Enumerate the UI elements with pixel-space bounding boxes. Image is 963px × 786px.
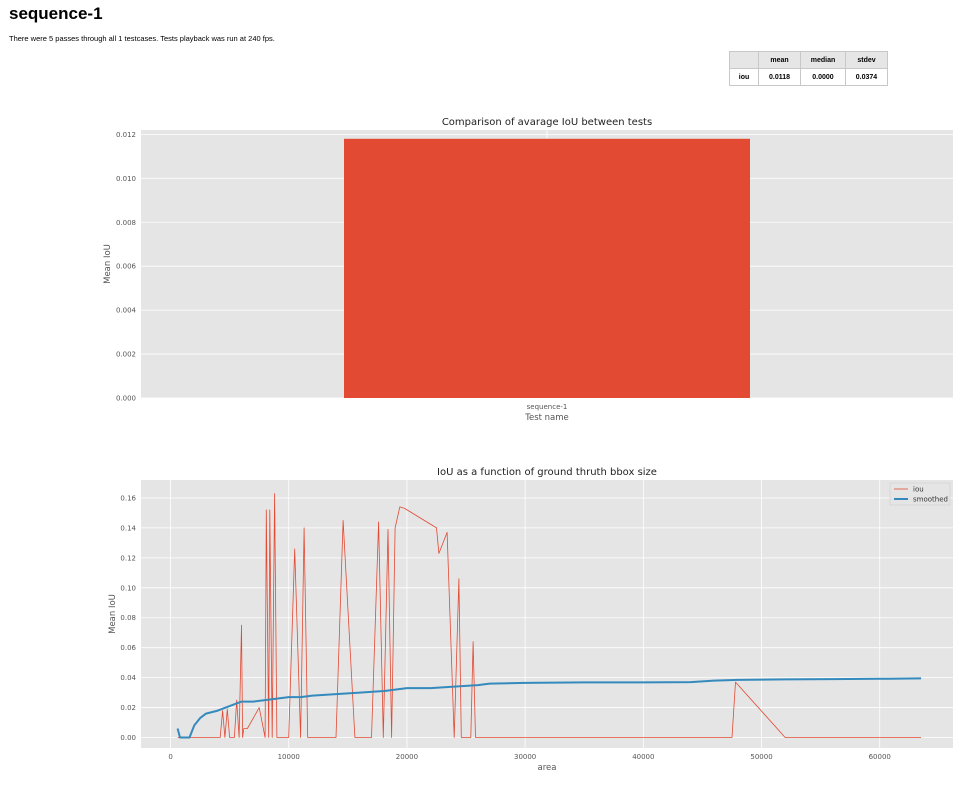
line-chart-y-ticks: 0.00 0.02 0.04 0.06 0.08 0.10 0.12 0.14 0.16 [120,494,136,742]
line-chart-title: IoU as a function of ground thruth bbox … [437,467,657,478]
stats-header-median: median [800,51,846,69]
line-chart-y-tick-label: 0.10 [120,584,136,592]
stats-header-stdev: stdev [845,51,888,69]
line-chart-y-tick-label: 0.00 [120,734,136,742]
bar-chart-ylabel: Mean IoU [103,244,113,284]
bar-chart-xlabel: Test name [524,413,569,423]
bar-chart-y-tick-label: 0.006 [116,263,137,271]
bar-chart-title: Comparison of avarage IoU between tests [442,117,652,128]
stats-header-blank [729,51,759,69]
bar-chart-x-tick-label: sequence-1 [527,403,568,411]
stats-table: mean median stdev iou 0.0118 0.0000 0.03… [729,51,888,86]
bar-chart-y-tick-label: 0.002 [116,351,136,359]
line-chart-y-tick-label: 0.06 [120,644,136,652]
line-chart-series [176,493,922,739]
bar-chart-bar [344,138,750,399]
bar-chart: Comparison of avarage IoU between tests … [103,117,953,423]
bar-chart-x-ticks: sequence-1 [527,403,568,411]
stats-row-label: iou [729,68,759,86]
bar-chart-y-tick-label: 0.010 [116,175,136,183]
stats-stdev-value: 0.0374 [845,68,888,86]
line-chart-y-tick-label: 0.08 [120,614,136,622]
line-chart-x-tick-label: 20000 [396,753,418,761]
bar-chart-bars [344,138,750,399]
line-chart-x-tick-label: 10000 [278,753,300,761]
line-chart-gridlines [141,480,953,748]
stats-row-iou: iou 0.0118 0.0000 0.0374 [729,68,888,86]
summary-text: There were 5 passes through all 1 testca… [9,34,275,43]
line-chart-y-tick-label: 0.02 [120,704,136,712]
bar-chart-y-tick-label: 0.008 [116,219,136,227]
bar-chart-y-tick-label: 0.012 [116,131,136,139]
stats-median-value: 0.0000 [800,68,846,86]
line-chart-y-tick-label: 0.14 [120,524,136,532]
line-chart-x-tick-label: 40000 [632,753,654,761]
legend-label-smoothed: smoothed [913,496,948,504]
line-chart-x-tick-label: 60000 [869,753,891,761]
stats-mean-value: 0.0118 [758,68,801,86]
stats-header-row: mean median stdev [729,51,888,69]
bar-chart-y-tick-label: 0.004 [116,307,137,315]
line-chart-series-iou [177,493,922,738]
line-chart-x-tick-label: 30000 [514,753,536,761]
line-chart-xlabel: area [538,763,557,773]
page-title: sequence-1 [9,4,103,23]
line-chart-y-tick-label: 0.12 [120,554,136,562]
line-chart-y-tick-label: 0.16 [120,494,136,502]
line-chart-x-ticks: 0 10000 20000 30000 40000 50000 60000 [168,753,891,761]
bar-chart-y-ticks: 0.000 0.002 0.004 0.006 0.008 0.010 0.012 [116,131,137,403]
legend-label-iou: iou [913,486,924,494]
stats-header-mean: mean [758,51,801,69]
line-chart-ylabel: Mean IoU [108,594,118,634]
line-chart-x-tick-label: 50000 [750,753,772,761]
bar-chart-y-tick-label: 0.000 [116,395,136,403]
line-chart: IoU as a function of ground thruth bbox … [108,467,953,773]
line-chart-legend: iou smoothed [889,482,951,506]
line-chart-y-tick-label: 0.04 [120,674,136,682]
line-chart-x-tick-label: 0 [168,753,172,761]
line-chart-series-smoothed [176,677,922,739]
